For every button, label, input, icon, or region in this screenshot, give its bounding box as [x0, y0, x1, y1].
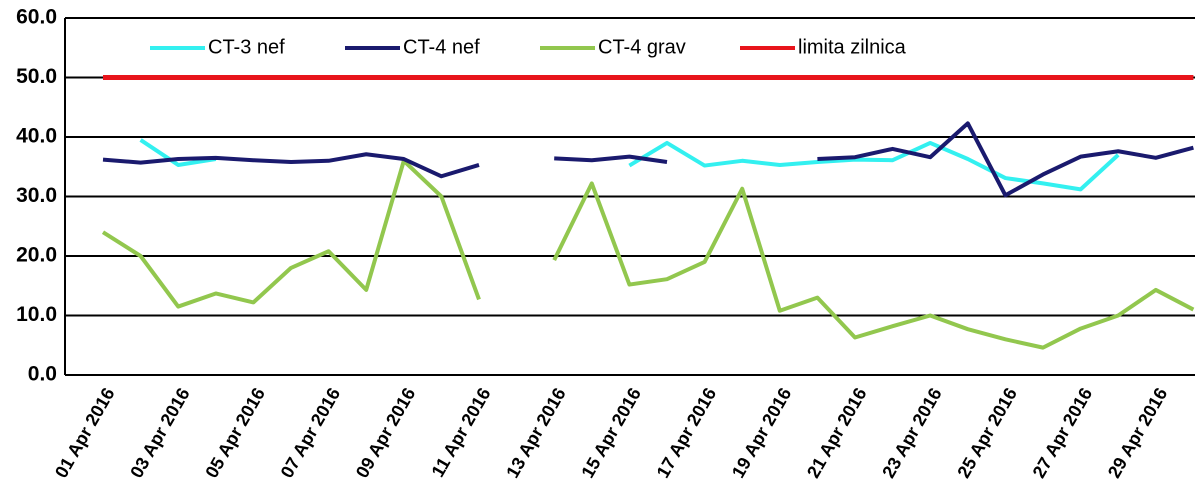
x-tick-label: 23 Apr 2016	[878, 384, 946, 481]
x-tick-label: 13 Apr 2016	[502, 384, 570, 481]
legend-label: CT-4 grav	[598, 36, 686, 58]
y-tick-label: 40.0	[16, 125, 57, 148]
series-line	[139, 138, 1120, 192]
y-tick-label: 0.0	[28, 363, 57, 386]
x-tick-label: 19 Apr 2016	[728, 384, 796, 481]
legend-label: CT-4 nef	[403, 36, 480, 58]
x-tick-label: 01 Apr 2016	[51, 384, 119, 481]
x-tick-label: 03 Apr 2016	[126, 384, 194, 481]
y-tick-label: 50.0	[16, 65, 57, 88]
legend-label: CT-3 nef	[208, 36, 285, 58]
y-tick-label: 20.0	[16, 244, 57, 267]
x-tick-label: 17 Apr 2016	[653, 384, 721, 481]
y-tick-label: 10.0	[16, 303, 57, 326]
y-tick-label: 30.0	[16, 184, 57, 207]
series-line	[102, 121, 1194, 198]
x-tick-label: 15 Apr 2016	[577, 384, 645, 481]
x-tick-label: 11 Apr 2016	[428, 384, 495, 480]
legend-label: limita zilnica	[798, 36, 907, 58]
x-tick-label: 07 Apr 2016	[277, 384, 345, 481]
x-tick-label: 21 Apr 2016	[803, 384, 871, 481]
x-tick-label: 09 Apr 2016	[352, 384, 420, 481]
x-tick-label: 29 Apr 2016	[1104, 384, 1172, 481]
x-tick-label: 25 Apr 2016	[953, 384, 1021, 481]
x-tick-label: 05 Apr 2016	[201, 384, 269, 481]
x-tick-label: 27 Apr 2016	[1029, 384, 1097, 481]
y-tick-label: 60.0	[16, 6, 57, 29]
series-line	[101, 158, 1195, 350]
